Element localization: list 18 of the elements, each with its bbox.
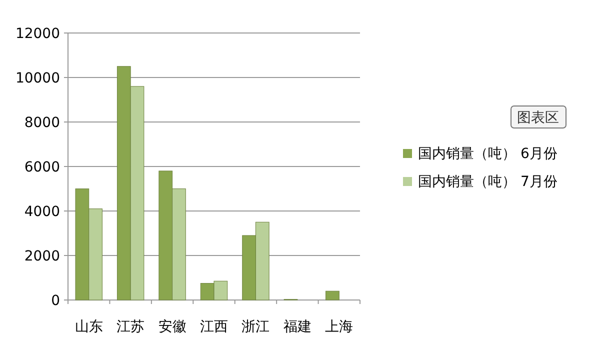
- x-tick-label: 浙江: [242, 319, 270, 335]
- x-tick-label: 江西: [200, 319, 228, 335]
- y-tick-label: 6000: [24, 160, 60, 176]
- legend-label: 国内销量（吨） 7月份: [418, 174, 558, 190]
- x-tick-label: 山东: [74, 319, 103, 335]
- x-tick-label: 江苏: [116, 319, 145, 335]
- y-tick-label: 10000: [15, 70, 60, 86]
- legend-label: 国内销量（吨） 6月份: [418, 146, 558, 162]
- text: 图表区: [517, 110, 559, 126]
- x-tick-label: 上海: [325, 319, 354, 335]
- bar: [326, 290, 340, 300]
- y-tick-label: 12000: [15, 26, 60, 42]
- y-tick-label: 4000: [24, 204, 60, 220]
- x-tick-label: 福建: [283, 319, 312, 335]
- x-tick-label: 安徽: [158, 319, 186, 335]
- y-tick-label: 8000: [24, 115, 60, 131]
- y-tick-label: 2000: [24, 248, 60, 264]
- y-tick-label: 0: [51, 293, 60, 309]
